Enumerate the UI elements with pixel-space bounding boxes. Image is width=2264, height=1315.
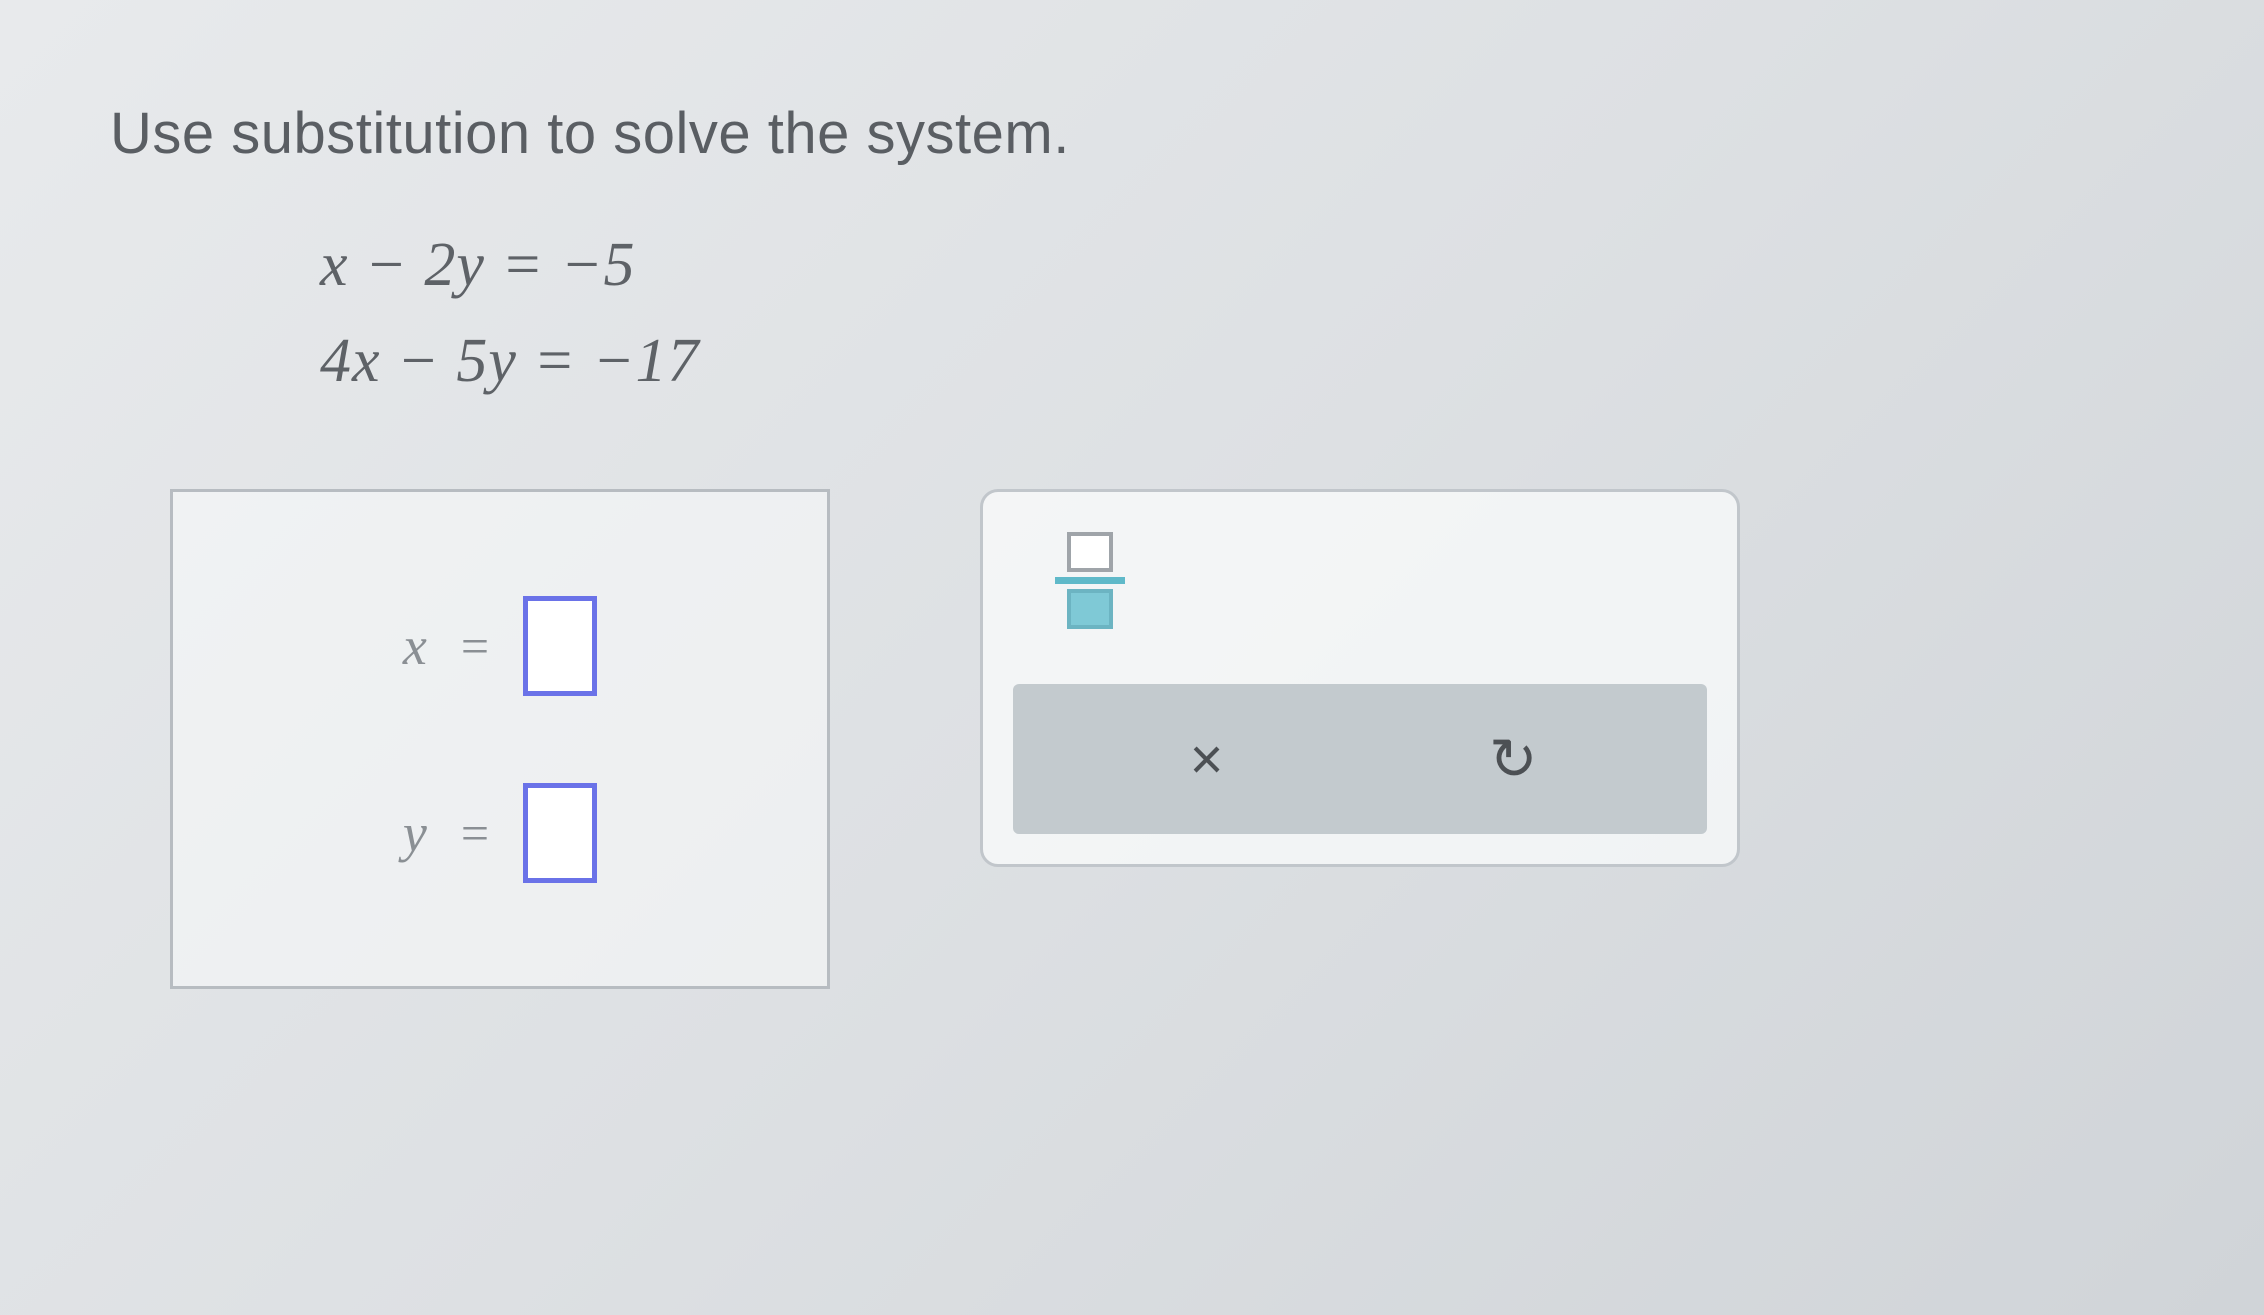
fraction-button[interactable] <box>1053 532 1127 629</box>
equation-system: x − 2y = −5 4x − 5y = −17 <box>320 217 2154 409</box>
x-input[interactable] <box>523 596 597 696</box>
equals-sign: = <box>461 804 489 862</box>
close-icon: × <box>1190 727 1224 792</box>
clear-button[interactable]: × <box>1147 726 1267 793</box>
fraction-denominator-icon <box>1067 589 1113 629</box>
y-input[interactable] <box>523 783 597 883</box>
answer-line-x: x = <box>213 596 787 696</box>
symbol-row <box>1013 522 1707 629</box>
reset-button[interactable]: ↺ <box>1454 725 1574 793</box>
fraction-bar-icon <box>1055 577 1125 584</box>
y-label: y <box>403 802 427 864</box>
reset-icon: ↺ <box>1489 725 1538 793</box>
equation-1: x − 2y = −5 <box>320 217 2154 313</box>
answer-line-y: y = <box>213 783 787 883</box>
answer-card: x = y = <box>170 489 830 989</box>
action-bar: × ↺ <box>1013 684 1707 834</box>
question-prompt: Use substitution to solve the system. <box>110 100 2154 167</box>
math-toolbar: × ↺ <box>980 489 1740 867</box>
x-label: x <box>403 615 427 677</box>
equals-sign: = <box>461 617 489 675</box>
equation-2: 4x − 5y = −17 <box>320 313 2154 409</box>
response-area: x = y = × ↺ <box>170 489 2154 989</box>
fraction-numerator-icon <box>1067 532 1113 572</box>
